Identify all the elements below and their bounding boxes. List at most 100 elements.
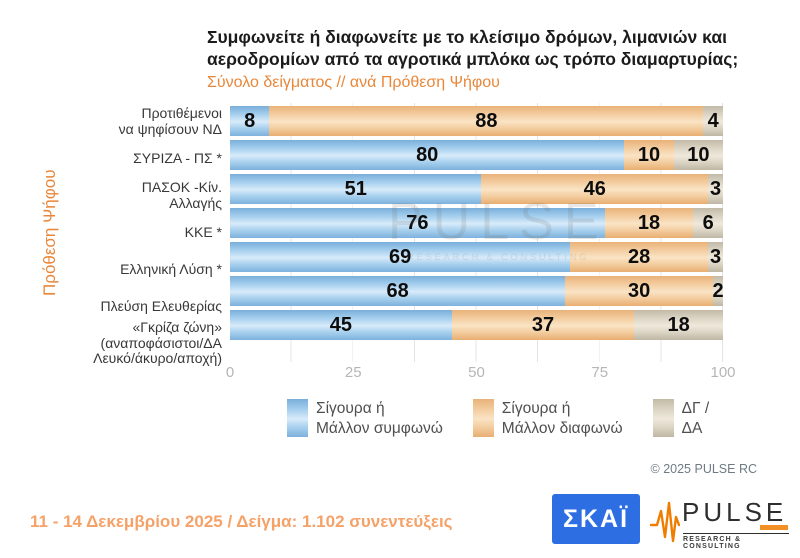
bar-segment-dk: 3 xyxy=(708,174,723,204)
x-axis: 0 25 50 75 100 xyxy=(226,364,736,384)
bar-segment-agree: 45 xyxy=(230,310,452,340)
legend-item-agree: Σίγουρα ή Μάλλον συμφωνώ xyxy=(287,399,443,438)
value-label: 28 xyxy=(628,246,651,268)
bar-rows: 8 88 4 80 10 10 51 46 3 76 18 6 69 28 3 68 30 2 45 37 18 xyxy=(230,103,724,362)
skai-logo: ΣΚΑΪ xyxy=(552,494,640,544)
bar-segment-agree: 8 xyxy=(230,106,270,136)
bar-segment-agree: 80 xyxy=(230,140,625,170)
footer-sample-text: 11 - 14 Δεκεμβρίου 2025 / Δείγμα: 1.102 … xyxy=(30,512,453,531)
legend-item-disagree: Σίγουρα ή Μάλλον διαφωνώ xyxy=(472,399,623,438)
legend-label-line: ΔΓ / xyxy=(681,400,710,417)
legend-swatch-dk xyxy=(652,399,674,437)
pulse-logo-accent xyxy=(760,525,788,530)
row-label: Πλεύση Ελευθερίας xyxy=(0,288,222,325)
row-label: ΣΥΡΙΖΑ - ΠΣ * xyxy=(0,140,222,177)
value-label: 37 xyxy=(531,314,555,336)
title-line-2: αεροδρομίων από τα αγροτικά μπλόκα ως τρ… xyxy=(207,49,739,69)
x-axis-tick: 75 xyxy=(591,364,609,381)
value-label: 18 xyxy=(637,212,661,234)
value-label: 6 xyxy=(702,212,714,234)
pulse-logo-tagline: RESEARCH & CONSULTING xyxy=(683,533,789,550)
legend-label-line: Σίγουρα ή xyxy=(316,400,385,417)
legend-label: Σίγουρα ή Μάλλον διαφωνώ xyxy=(502,399,623,438)
bar-segment-dk: 10 xyxy=(673,140,723,170)
bar-segment-dk: 18 xyxy=(634,310,723,340)
bar-segment-disagree: 18 xyxy=(604,208,694,238)
bar-segment-dk: 6 xyxy=(693,208,723,238)
bar-segment-agree: 69 xyxy=(230,242,571,272)
pulse-logo: PULSE RESEARCH & CONSULTING xyxy=(650,491,792,550)
bar-row: 51 46 3 xyxy=(230,174,723,204)
row-label: ΚΚΕ * xyxy=(0,214,222,251)
legend-label-line: ΔΑ xyxy=(681,419,703,437)
x-axis-tick: 25 xyxy=(344,364,362,381)
value-label: 3 xyxy=(710,178,722,200)
legend-swatch-agree xyxy=(287,399,308,437)
category-labels: Προτιθέμενοι να ψηφίσουν ΝΔ ΣΥΡΙΖΑ - ΠΣ * Π… xyxy=(0,103,222,366)
bar-segment-agree: 51 xyxy=(230,174,482,204)
skai-logo-text: ΣΚΑΪ xyxy=(562,504,630,533)
value-label: 51 xyxy=(344,178,367,200)
bar-row: 76 18 6 xyxy=(230,208,723,238)
row-label: Προτιθέμενοι να ψηφίσουν ΝΔ xyxy=(0,103,222,140)
value-label: 10 xyxy=(687,144,710,166)
value-label: 10 xyxy=(637,144,661,166)
chart-subtitle: Σύνολο δείγματος // ανά Πρόθεση Ψήφου xyxy=(207,74,500,91)
legend-label-line: Σίγουρα ή xyxy=(501,400,571,417)
x-axis-tick: 50 xyxy=(468,364,485,381)
bar-segment-disagree: 30 xyxy=(565,276,714,306)
legend-label: ΔΓ / ΔΑ xyxy=(682,399,710,438)
value-label: 69 xyxy=(388,246,412,268)
value-label: 2 xyxy=(712,280,724,302)
legend-item-dk: ΔΓ / ΔΑ xyxy=(652,399,710,438)
bar-segment-disagree: 10 xyxy=(624,140,674,170)
legend-label: Σίγουρα ή Μάλλον συμφωνώ xyxy=(316,399,443,438)
value-label: 18 xyxy=(667,314,690,336)
row-label-line: να ψηφίσουν ΝΔ xyxy=(118,120,222,137)
value-label: 80 xyxy=(416,144,439,166)
legend: Σίγουρα ή Μάλλον συμφωνώ Σίγουρα ή Μάλλον δ… xyxy=(287,399,709,438)
bar-segment-agree: 76 xyxy=(230,208,605,238)
value-label: 88 xyxy=(475,110,498,132)
value-label: 46 xyxy=(583,178,606,200)
value-label: 45 xyxy=(329,314,353,336)
bar-segment-dk: 4 xyxy=(703,106,723,136)
row-label-line: ΣΥΡΙΖΑ - ΠΣ * xyxy=(133,149,222,166)
bar-row: 68 30 2 xyxy=(230,276,724,306)
x-axis-tick: 0 xyxy=(225,364,235,381)
legend-swatch-disagree xyxy=(472,399,494,437)
value-label: 8 xyxy=(244,110,256,132)
bar-row: 45 37 18 xyxy=(230,310,723,340)
bar-segment-disagree: 46 xyxy=(481,174,709,204)
bar-segment-dk: 3 xyxy=(708,242,723,272)
bar-segment-dk: 2 xyxy=(712,276,724,306)
row-label: Ελληνική Λύση * xyxy=(0,251,222,288)
row-label-line: ΠΑΣΟΚ -Κίν. xyxy=(141,179,222,195)
value-label: 30 xyxy=(628,280,651,302)
page-title: Συμφωνείτε ή διαφωνείτε με το κλείσιμο δ… xyxy=(207,26,767,70)
row-label-line: Προτιθέμενοι xyxy=(141,105,222,121)
bar-segment-disagree: 37 xyxy=(451,310,635,340)
bar-row: 80 10 10 xyxy=(230,140,723,170)
bar-segment-disagree: 28 xyxy=(570,242,709,272)
pulse-logo-text: PULSE xyxy=(682,497,788,527)
row-label-line: ΚΚΕ * xyxy=(184,223,222,240)
row-label: ΠΑΣΟΚ -Κίν. Αλλαγής xyxy=(0,177,222,214)
value-label: 76 xyxy=(406,212,429,234)
legend-label-line: Μάλλον συμφωνώ xyxy=(316,419,443,437)
bar-segment-agree: 68 xyxy=(230,276,566,306)
title-line-1: Συμφωνείτε ή διαφωνείτε με το κλείσιμο δ… xyxy=(207,27,727,47)
row-label: «Γκρίζα ζώνη» (αναποφάσιστοι/ΔΑ Λευκό/άκυρ… xyxy=(0,320,222,366)
pulse-waveform-icon xyxy=(650,501,680,543)
row-label-line: Πλεύση Ελευθερίας xyxy=(100,297,222,314)
x-axis-tick: 100 xyxy=(710,364,736,381)
legend-label-line: Μάλλον διαφωνώ xyxy=(501,419,623,437)
row-label-line: Λευκό/άκυρο/αποχή) xyxy=(93,350,222,367)
copyright-text: © 2025 PULSE RC xyxy=(650,462,757,476)
value-label: 68 xyxy=(386,280,409,302)
row-label-line: (αναποφάσιστοι/ΔΑ xyxy=(100,334,222,351)
bar-row: 69 28 3 xyxy=(230,242,723,272)
bar-row: 8 88 4 xyxy=(230,106,723,136)
row-label-line: Ελληνική Λύση * xyxy=(120,260,222,277)
